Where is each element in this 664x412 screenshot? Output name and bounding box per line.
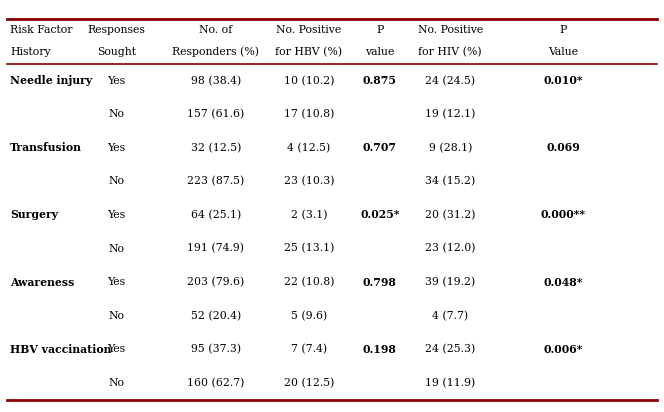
- Text: 19 (12.1): 19 (12.1): [425, 109, 475, 119]
- Text: 52 (20.4): 52 (20.4): [191, 311, 241, 321]
- Text: 24 (24.5): 24 (24.5): [425, 75, 475, 86]
- Text: 157 (61.6): 157 (61.6): [187, 109, 244, 119]
- Text: P: P: [559, 26, 567, 35]
- Text: 10 (10.2): 10 (10.2): [284, 75, 334, 86]
- Text: Sought: Sought: [97, 47, 135, 57]
- Text: 0.875: 0.875: [363, 75, 397, 86]
- Text: Yes: Yes: [107, 277, 125, 287]
- Text: No: No: [108, 243, 124, 253]
- Text: 0.025*: 0.025*: [360, 209, 400, 220]
- Text: 223 (87.5): 223 (87.5): [187, 176, 244, 187]
- Text: 160 (62.7): 160 (62.7): [187, 378, 244, 388]
- Text: Awareness: Awareness: [10, 276, 74, 288]
- Text: No: No: [108, 311, 124, 321]
- Text: Risk Factor: Risk Factor: [10, 26, 72, 35]
- Text: 19 (11.9): 19 (11.9): [425, 378, 475, 388]
- Text: No. Positive: No. Positive: [276, 26, 341, 35]
- Text: No: No: [108, 109, 124, 119]
- Text: 23 (10.3): 23 (10.3): [284, 176, 334, 187]
- Text: 24 (25.3): 24 (25.3): [425, 344, 475, 354]
- Text: Yes: Yes: [107, 210, 125, 220]
- Text: No: No: [108, 176, 124, 186]
- Text: Transfusion: Transfusion: [10, 142, 82, 153]
- Text: 0.006*: 0.006*: [543, 344, 583, 355]
- Text: 0.000**: 0.000**: [540, 209, 586, 220]
- Text: 5 (9.6): 5 (9.6): [291, 311, 327, 321]
- Text: HBV vaccination: HBV vaccination: [10, 344, 112, 355]
- Text: Surgery: Surgery: [10, 209, 58, 220]
- Text: 17 (10.8): 17 (10.8): [284, 109, 334, 119]
- Text: Responses: Responses: [87, 26, 145, 35]
- Text: 34 (15.2): 34 (15.2): [425, 176, 475, 187]
- Text: 4 (12.5): 4 (12.5): [287, 143, 331, 153]
- Text: 39 (19.2): 39 (19.2): [425, 277, 475, 287]
- Text: 20 (31.2): 20 (31.2): [425, 210, 475, 220]
- Text: P: P: [376, 26, 384, 35]
- Text: No. of: No. of: [199, 26, 232, 35]
- Text: Needle injury: Needle injury: [10, 75, 92, 86]
- Text: 0.069: 0.069: [546, 142, 580, 153]
- Text: 23 (12.0): 23 (12.0): [425, 243, 475, 254]
- Text: 20 (12.5): 20 (12.5): [284, 378, 334, 388]
- Text: 95 (37.3): 95 (37.3): [191, 344, 241, 354]
- Text: for HIV (%): for HIV (%): [418, 47, 482, 57]
- Text: 0.048*: 0.048*: [543, 276, 583, 288]
- Text: 64 (25.1): 64 (25.1): [191, 210, 241, 220]
- Text: 203 (79.6): 203 (79.6): [187, 277, 244, 287]
- Text: 4 (7.7): 4 (7.7): [432, 311, 468, 321]
- Text: Responders (%): Responders (%): [172, 47, 260, 57]
- Text: 7 (7.4): 7 (7.4): [291, 344, 327, 354]
- Text: for HBV (%): for HBV (%): [275, 47, 343, 57]
- Text: No: No: [108, 378, 124, 388]
- Text: Yes: Yes: [107, 76, 125, 86]
- Text: Value: Value: [548, 47, 578, 57]
- Text: 0.798: 0.798: [363, 276, 397, 288]
- Text: 0.010*: 0.010*: [543, 75, 583, 86]
- Text: No. Positive: No. Positive: [418, 26, 483, 35]
- Text: 0.707: 0.707: [363, 142, 397, 153]
- Text: 191 (74.9): 191 (74.9): [187, 243, 244, 254]
- Text: Yes: Yes: [107, 344, 125, 354]
- Text: 98 (38.4): 98 (38.4): [191, 75, 241, 86]
- Text: Yes: Yes: [107, 143, 125, 153]
- Text: 22 (10.8): 22 (10.8): [284, 277, 334, 287]
- Text: 32 (12.5): 32 (12.5): [191, 143, 241, 153]
- Text: 0.198: 0.198: [363, 344, 397, 355]
- Text: History: History: [10, 47, 50, 57]
- Text: 25 (13.1): 25 (13.1): [284, 243, 334, 254]
- Text: 9 (28.1): 9 (28.1): [428, 143, 472, 153]
- Text: value: value: [365, 47, 394, 57]
- Text: 2 (3.1): 2 (3.1): [291, 210, 327, 220]
